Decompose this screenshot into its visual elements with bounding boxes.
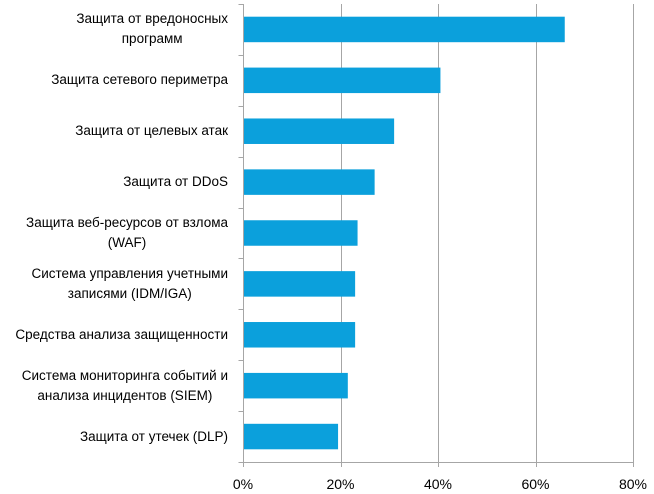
category-label-line: программ [121,31,183,47]
category-label-line: Защита от вредоносных [76,11,228,27]
category-label-text: Средства анализа защищенности [15,325,228,345]
category-label-text: Защита от DDoS [123,172,228,192]
category-label-6: Система управления учетными записями (IDM… [0,264,228,304]
x-tick-label-0: 0% [233,476,253,492]
bar-1 [243,16,565,43]
category-label-line: Система управления учетными [31,265,228,281]
category-label-line: Средства анализа защищенности [15,326,228,342]
category-label-7: Средства анализа защищенности [0,325,228,345]
bar-5 [243,220,358,246]
category-label-line: Защита сетевого периметра [51,72,228,88]
category-label-text: Защита от вредоносных программ [76,9,228,49]
category-label-line: Защита от целевых атак [75,123,228,139]
x-tick-label-20: 20% [326,476,354,492]
bar-8 [243,372,348,399]
category-label-9: Защита от утечек (DLP) [0,427,228,447]
category-label-1: Защита от вредоносных программ [0,9,228,49]
bar-3 [243,118,395,144]
category-label-text: Система управления учетными записями (IDM… [31,264,228,304]
category-label-text: Система мониторинга событий и анализа инц… [22,366,228,406]
category-label-line: Система мониторинга событий и [21,367,228,383]
bar-4 [243,169,375,195]
x-tick-label-60: 60% [521,476,549,492]
category-label-8: Система мониторинга событий и анализа инц… [0,366,228,406]
category-label-3: Защита от целевых атак [0,121,228,141]
category-label-4: Защита от DDoS [0,172,228,192]
x-tick-label-80: 80% [619,476,647,492]
bar-7 [243,322,356,348]
category-label-2: Защита сетевого периметра [0,70,228,90]
bar-2 [243,67,441,94]
category-label-text: Защита сетевого периметра [51,70,228,90]
bar-6 [243,271,356,297]
category-label-5: Защита веб-ресурсов от взлома (WAF) [0,213,228,253]
category-label-line: Защита веб-ресурсов от взлома [26,215,228,230]
category-label-line: записями (IDM/IGA) [67,285,192,301]
category-label-line: анализа инцидентов (SIEM) [37,387,213,403]
category-label-line: Защита от утечек (DLP) [79,428,228,444]
category-label-line: (WAF) [107,235,147,250]
x-tick-label-40: 40% [424,476,452,492]
category-label-text: Защита от утечек (DLP) [80,427,228,447]
category-label-text: Защита веб-ресурсов от взлома (WAF) [26,213,228,253]
category-label-line: Защита от DDoS [123,174,228,190]
category-label-text: Защита от целевых атак [75,121,228,141]
bar-9 [243,423,339,450]
